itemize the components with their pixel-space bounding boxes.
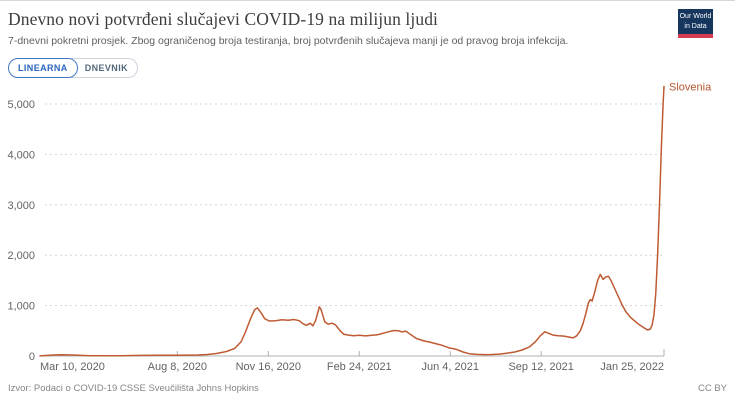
y-tick-label: 2,000: [7, 250, 35, 262]
source-note: Izvor: Podaci o COVID-19 CSSE Sveučilišt…: [8, 383, 259, 394]
scale-toggle: LINEARNA DNEVNIK: [8, 58, 139, 78]
x-tick-label: Sep 12, 2021: [508, 361, 573, 373]
y-tick-label: 3,000: [7, 200, 35, 212]
owid-logo-line2: in Data: [684, 22, 707, 30]
series-label-slovenia: Slovenia: [669, 81, 712, 93]
owid-logo-line1: Our World: [679, 13, 712, 21]
chart-line-slovenia[interactable]: [39, 85, 665, 357]
x-tick-label: Jan 25, 2022: [600, 361, 664, 373]
y-tick-label: 5,000: [7, 99, 35, 111]
license-link[interactable]: CC BY: [697, 383, 727, 394]
chart-footer: Izvor: Podaci o COVID-19 CSSE Sveučilišt…: [8, 383, 727, 394]
x-tick-label: Nov 16, 2020: [236, 361, 301, 373]
y-tick-label: 1,000: [7, 301, 35, 313]
x-tick-label: Feb 24, 2021: [327, 361, 392, 373]
x-tick-label: Jun 4, 2021: [421, 361, 479, 373]
chart-header: Dnevno novi potvrđeni slučajevi COVID-19…: [8, 9, 675, 47]
chart-subtitle: 7-dnevni pokretni prosjek. Zbog ograniče…: [8, 35, 569, 47]
log-scale-button[interactable]: DNEVNIK: [68, 58, 139, 78]
x-tick-label: Mar 10, 2020: [40, 361, 105, 373]
y-tick-label: 0: [29, 351, 35, 363]
owid-logo[interactable]: Our World in Data: [678, 9, 713, 38]
x-tick-label: Aug 8, 2020: [148, 361, 207, 373]
y-tick-label: 4,000: [7, 149, 35, 161]
page-title: Dnevno novi potvrđeni slučajevi COVID-19…: [8, 9, 439, 29]
linear-scale-button[interactable]: LINEARNA: [8, 58, 78, 78]
